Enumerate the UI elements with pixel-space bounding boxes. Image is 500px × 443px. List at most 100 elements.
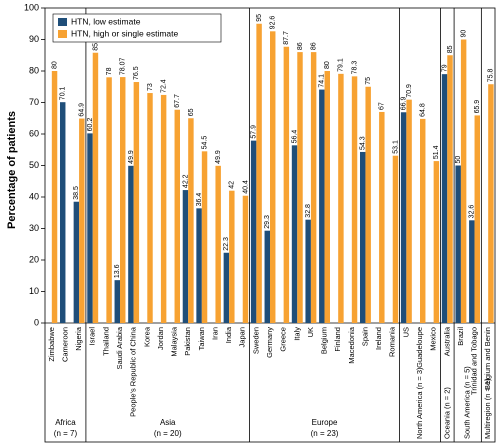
value-label: 75.8 [488, 68, 495, 82]
bar [351, 76, 358, 323]
x-tick-label: Saudi Arabia [115, 326, 124, 369]
bar [433, 161, 440, 323]
bar [60, 102, 66, 323]
bar [447, 55, 453, 323]
value-label: 40.4 [242, 180, 249, 194]
bar [196, 208, 202, 323]
x-tick-label: Iran [210, 327, 219, 340]
x-tick-label: Jordan [156, 327, 165, 350]
bar [79, 118, 85, 323]
bar [474, 115, 480, 323]
legend-swatch [58, 18, 67, 26]
y-tick-label: 70 [29, 97, 39, 107]
bar [229, 190, 235, 323]
value-label: 51.4 [433, 145, 440, 159]
value-label: 60.2 [87, 118, 94, 132]
bar [106, 77, 112, 323]
group-label-note: (n = 5) [463, 366, 472, 388]
group-label: Asia [160, 418, 176, 427]
bar [128, 165, 134, 323]
group-note: (n = 20) [154, 429, 182, 438]
y-tick-label: 0 [34, 317, 39, 327]
value-label: 85 [447, 45, 454, 53]
group-label-name: Oceania [442, 410, 451, 439]
legend-label: HTN, low estimate [71, 16, 141, 26]
value-label: 78 [106, 67, 113, 75]
group-label: Africa [55, 418, 76, 427]
value-label: 57.9 [250, 125, 257, 139]
group-label: Oceania (n = 2) [442, 387, 451, 439]
x-tick-label: Finland [333, 327, 342, 352]
group-note: (n = 23) [311, 429, 339, 438]
bar [51, 71, 58, 323]
y-tick-label: 60 [29, 128, 39, 138]
bar [201, 151, 208, 323]
group-note: (n = 7) [54, 429, 78, 438]
x-tick-label: Macedonia [347, 326, 356, 364]
group-label-note: (n = 3) [415, 367, 424, 389]
value-label: 73 [147, 83, 154, 91]
x-tick-label: Zimbabwe [47, 327, 56, 362]
x-tick-label: US [401, 327, 410, 337]
bar [182, 190, 189, 323]
y-tick-label: 20 [29, 254, 39, 264]
value-label: 66.9 [400, 97, 407, 111]
value-label: 95 [256, 14, 263, 22]
group-label-name: North America [415, 391, 424, 439]
bar [319, 89, 325, 324]
value-label: 79 [441, 64, 448, 72]
value-label: 56.4 [291, 130, 298, 144]
value-label: 65.9 [474, 100, 481, 114]
x-tick-label: Australia [442, 326, 451, 356]
bar [406, 99, 412, 323]
value-label: 49.9 [128, 150, 135, 164]
bar [250, 140, 257, 323]
value-label: 78.3 [351, 61, 358, 75]
x-tick-label: Ireland [374, 327, 383, 350]
value-label: 70.1 [60, 86, 67, 100]
x-tick-label: Thailand [101, 327, 110, 356]
x-tick-label: Mexico [429, 327, 438, 351]
bar [87, 133, 93, 323]
value-label: 54.3 [360, 136, 367, 150]
bar [114, 280, 120, 323]
value-label: 49.9 [215, 150, 222, 164]
group-label: Europe [312, 418, 338, 427]
y-tick-label: 100 [24, 2, 39, 12]
bar [469, 220, 475, 323]
x-tick-label: Trinidad and Tobago [470, 327, 479, 395]
bar [92, 52, 99, 323]
x-tick-label: Italy [292, 327, 301, 341]
group-label-name: Multiregion [483, 402, 492, 439]
value-label: 67 [379, 102, 386, 110]
value-label: 32.6 [469, 205, 476, 219]
y-axis-title: Percentage of patients [6, 111, 18, 229]
x-tick-label: Nigeria [74, 326, 83, 351]
value-label: 76.5 [133, 66, 140, 80]
value-label: 50 [455, 156, 462, 164]
y-tick-label: 40 [29, 191, 39, 201]
value-label: 92.6 [270, 16, 277, 30]
bar [133, 82, 140, 324]
value-label: 65 [188, 108, 195, 116]
value-label: 90 [460, 30, 467, 38]
bar [365, 86, 371, 323]
value-label: 75 [365, 77, 372, 85]
value-label: 80 [51, 61, 58, 69]
value-label: 29.3 [264, 215, 271, 229]
value-label: 80 [324, 61, 331, 69]
x-tick-label: Spain [360, 327, 369, 346]
x-tick-label: Cameroon [60, 327, 69, 362]
value-label: 87.7 [283, 31, 290, 45]
group-label: Multiregion (n = 1) [483, 378, 492, 439]
bar [460, 39, 467, 323]
value-label: 22.3 [223, 237, 230, 251]
y-tick-label: 80 [29, 65, 39, 75]
bar [379, 111, 385, 323]
bar [188, 118, 194, 323]
x-tick-label: Guadeloupe [415, 327, 424, 368]
y-tick-label: 90 [29, 34, 39, 44]
value-label: 67.7 [174, 94, 181, 108]
x-tick-label: Israel [88, 327, 97, 346]
